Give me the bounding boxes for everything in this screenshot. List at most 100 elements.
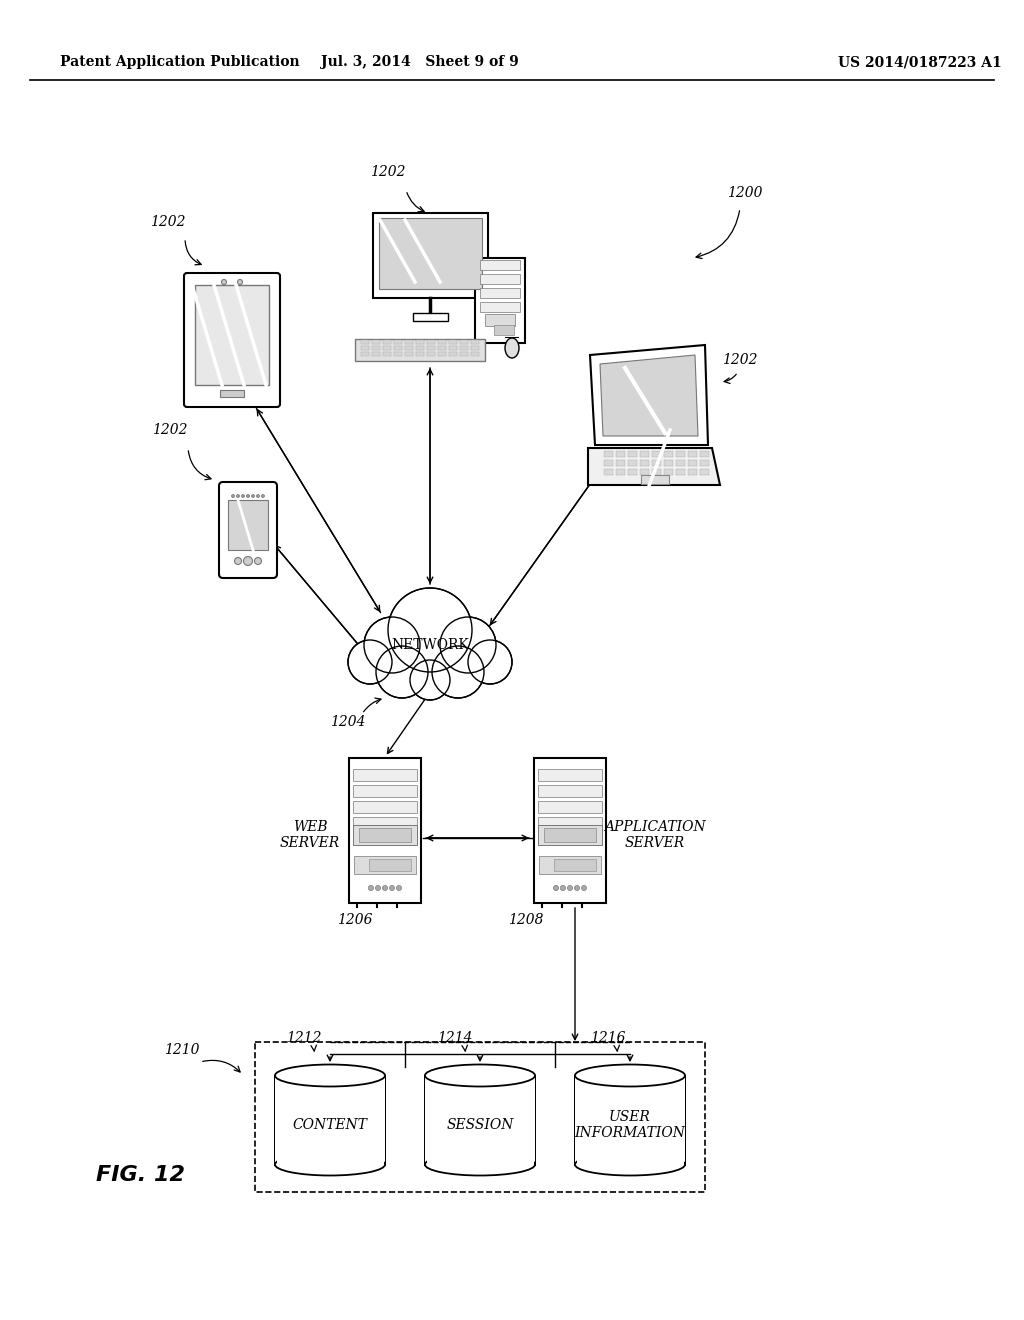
Text: 1208: 1208 xyxy=(508,913,544,927)
Bar xyxy=(544,828,596,842)
Circle shape xyxy=(383,886,387,891)
Bar xyxy=(449,346,457,350)
Bar xyxy=(485,314,515,326)
Bar xyxy=(651,451,660,457)
Bar xyxy=(640,469,648,475)
Circle shape xyxy=(237,495,240,498)
Text: WEB
SERVER: WEB SERVER xyxy=(280,820,340,850)
Bar xyxy=(471,352,479,356)
Circle shape xyxy=(349,642,391,682)
Bar xyxy=(628,459,637,466)
Circle shape xyxy=(560,886,565,891)
Ellipse shape xyxy=(255,557,261,565)
Bar xyxy=(699,451,709,457)
Bar xyxy=(480,275,520,284)
Bar xyxy=(416,341,424,345)
Bar xyxy=(577,1077,683,1163)
Circle shape xyxy=(256,495,259,498)
Circle shape xyxy=(441,618,495,672)
Text: 1206: 1206 xyxy=(337,913,373,927)
Circle shape xyxy=(433,647,483,697)
Bar xyxy=(355,339,485,360)
Bar xyxy=(220,389,244,397)
Bar xyxy=(359,828,411,842)
Ellipse shape xyxy=(275,1064,385,1086)
FancyBboxPatch shape xyxy=(184,273,280,407)
Bar xyxy=(372,341,380,345)
Bar xyxy=(438,341,446,345)
Bar xyxy=(353,785,417,797)
Bar xyxy=(372,352,380,356)
Bar xyxy=(406,346,413,350)
Bar xyxy=(651,459,660,466)
Circle shape xyxy=(389,886,394,891)
Bar xyxy=(406,341,413,345)
Bar xyxy=(349,758,421,903)
Bar xyxy=(538,785,602,797)
Bar xyxy=(494,325,514,335)
Ellipse shape xyxy=(425,1064,535,1086)
Ellipse shape xyxy=(244,557,253,565)
Bar xyxy=(651,469,660,475)
Bar xyxy=(615,459,625,466)
Ellipse shape xyxy=(275,1154,385,1176)
Bar xyxy=(699,459,709,466)
Ellipse shape xyxy=(505,338,519,358)
Bar xyxy=(664,469,673,475)
Polygon shape xyxy=(588,447,720,484)
Bar xyxy=(640,451,648,457)
Circle shape xyxy=(468,640,512,684)
Polygon shape xyxy=(590,345,708,445)
Text: 1202: 1202 xyxy=(151,215,185,228)
Text: Patent Application Publication: Patent Application Publication xyxy=(60,55,300,69)
Bar xyxy=(438,352,446,356)
Bar xyxy=(676,459,684,466)
Bar xyxy=(353,825,417,845)
Bar xyxy=(615,451,625,457)
Circle shape xyxy=(252,495,255,498)
Text: US 2014/0187223 A1: US 2014/0187223 A1 xyxy=(838,55,1001,69)
Text: NETWORK: NETWORK xyxy=(391,638,469,652)
Bar xyxy=(628,469,637,475)
Bar xyxy=(275,1076,385,1164)
Bar xyxy=(534,758,606,903)
Circle shape xyxy=(238,280,243,285)
Bar xyxy=(460,346,468,350)
Text: 1202: 1202 xyxy=(722,352,758,367)
Bar xyxy=(641,474,669,483)
Circle shape xyxy=(365,618,419,672)
Bar xyxy=(427,352,435,356)
Text: Jul. 3, 2014   Sheet 9 of 9: Jul. 3, 2014 Sheet 9 of 9 xyxy=(322,55,519,69)
Circle shape xyxy=(376,645,428,698)
Bar xyxy=(413,313,447,321)
Circle shape xyxy=(376,886,381,891)
Circle shape xyxy=(440,616,496,673)
Bar xyxy=(195,285,269,385)
Text: 1216: 1216 xyxy=(590,1031,626,1045)
Bar xyxy=(406,352,413,356)
Bar xyxy=(427,346,435,350)
Bar xyxy=(361,346,369,350)
Circle shape xyxy=(364,616,420,673)
Circle shape xyxy=(574,886,580,891)
Bar xyxy=(353,817,417,829)
Bar xyxy=(379,218,481,289)
Ellipse shape xyxy=(234,557,242,565)
Bar xyxy=(471,341,479,345)
Bar xyxy=(449,341,457,345)
Bar xyxy=(687,451,696,457)
Text: 1212: 1212 xyxy=(287,1031,322,1045)
Bar xyxy=(676,451,684,457)
Bar xyxy=(687,469,696,475)
Bar xyxy=(460,352,468,356)
Text: 1200: 1200 xyxy=(727,186,763,201)
Bar xyxy=(373,213,487,297)
Bar xyxy=(255,1041,705,1192)
Circle shape xyxy=(396,886,401,891)
Bar xyxy=(699,469,709,475)
Circle shape xyxy=(554,886,558,891)
Bar xyxy=(539,855,601,874)
Text: 1202: 1202 xyxy=(153,422,187,437)
Text: 1202: 1202 xyxy=(371,165,406,180)
Circle shape xyxy=(261,495,264,498)
